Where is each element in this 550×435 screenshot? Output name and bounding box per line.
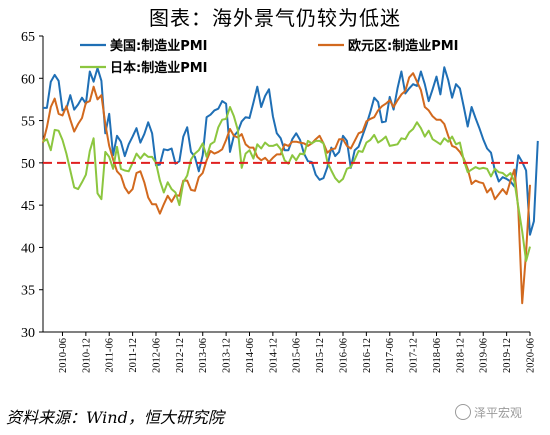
y-tick-label: 30 [21, 326, 35, 341]
x-tick-label: 2012-06 [151, 338, 162, 373]
legend-label-2: 日本:制造业PMI [110, 60, 208, 76]
y-tick-label: 40 [21, 241, 35, 256]
x-tick-label: 2015-06 [292, 338, 303, 373]
x-tick-label: 2010-06 [58, 338, 69, 373]
wechat-icon [455, 404, 471, 420]
x-tick-label: 2019-12 [502, 338, 513, 373]
axes: 30 35 40 45 50 55 60 65 2010-06 2010-12 2011-06 201… [21, 30, 537, 373]
x-tick-label: 2011-12 [128, 338, 139, 373]
y-tick-label: 65 [21, 30, 35, 45]
watermark-text: 泽平宏观 [474, 406, 523, 420]
x-tick-label: 2017-06 [385, 338, 396, 373]
x-tick-label: 2019-06 [479, 338, 490, 373]
series-line-2 [42, 106, 531, 262]
x-tick-label: 2017-12 [409, 338, 420, 373]
y-tick-label: 55 [21, 115, 35, 130]
x-tick-label: 2014-12 [268, 338, 279, 373]
x-tick-label: 2016-06 [338, 338, 349, 373]
x-tick-label: 2020-06 [526, 338, 537, 373]
y-tick-label: 50 [21, 157, 35, 172]
x-tick-label: 2013-06 [198, 338, 209, 373]
x-tick-label: 2010-12 [81, 338, 92, 373]
x-tick-label: 2016-12 [362, 338, 373, 373]
x-tick-label: 2012-12 [175, 338, 186, 373]
x-tick-label: 2013-12 [222, 338, 233, 373]
legend-label-1: 欧元区:制造业PMI [348, 38, 459, 54]
x-tick-label: 2011-06 [105, 338, 116, 373]
y-tick-label: 45 [21, 199, 35, 214]
x-tick-label: 2018-12 [455, 338, 466, 373]
legend: 美国:制造业PMI 欧元区:制造业PMI 日本:制造业PMI [80, 38, 459, 76]
x-tick-label: 2014-06 [245, 338, 256, 373]
series-lines [42, 66, 539, 305]
chart-title: 图表：海外景气仍较为低迷 [149, 6, 401, 30]
series-line-1 [42, 72, 531, 305]
legend-label-0: 美国:制造业PMI [110, 38, 208, 54]
y-tick-label: 35 [21, 284, 35, 299]
source-note: 资料来源：Wind，恒大研究院 [6, 408, 224, 427]
x-tick-label: 2018-06 [432, 338, 443, 373]
x-tick-label: 2015-12 [315, 338, 326, 373]
y-tick-label: 60 [21, 72, 35, 87]
watermark: 泽平宏观 [455, 404, 522, 421]
